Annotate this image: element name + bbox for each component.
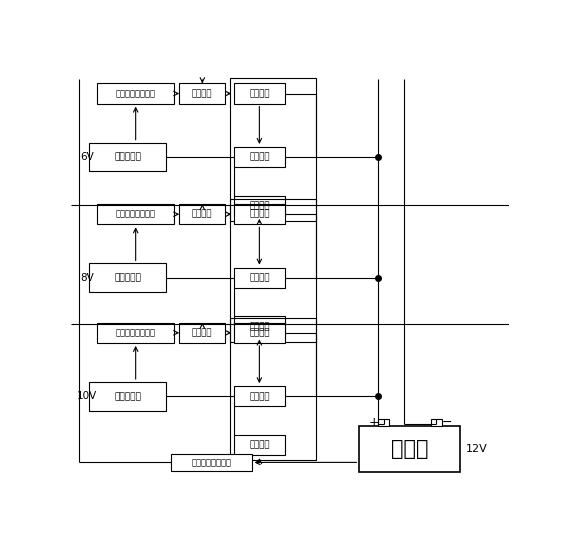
Text: −: − [441, 416, 452, 429]
Bar [97, 204, 174, 224]
Text: 第二蔽电池: 第二蔽电池 [114, 273, 141, 282]
Text: 微控制器: 微控制器 [192, 89, 213, 98]
Text: 驱动模块: 驱动模块 [249, 210, 269, 219]
Text: 6V: 6V [80, 152, 95, 162]
Text: +: + [368, 416, 379, 429]
Text: 12V: 12V [465, 444, 487, 454]
Bar [97, 84, 174, 104]
Bar [234, 316, 285, 337]
Text: 驱动模块: 驱动模块 [249, 328, 269, 337]
Text: 大电池: 大电池 [391, 439, 428, 459]
Text: 降压电路: 降压电路 [249, 441, 269, 449]
Bar [234, 435, 285, 455]
Bar [234, 204, 285, 224]
Bar [89, 142, 166, 172]
Bar [230, 317, 316, 460]
Bar [234, 147, 285, 167]
Text: 第一电压检测模块: 第一电压检测模块 [115, 328, 156, 337]
Text: 第一蔽电池: 第一蔽电池 [114, 152, 141, 162]
Text: 第一电压检测模块: 第一电压检测模块 [115, 210, 156, 219]
Bar [234, 386, 285, 406]
Text: 升压电路: 升压电路 [249, 152, 269, 162]
Text: 驱动模块: 驱动模块 [249, 89, 269, 98]
Bar [230, 199, 316, 342]
Text: 8V: 8V [80, 273, 95, 283]
Bar [359, 426, 460, 472]
Text: 微控制器: 微控制器 [192, 210, 213, 219]
Text: 10V: 10V [78, 392, 97, 402]
Bar [234, 196, 285, 216]
Bar [234, 84, 285, 104]
Bar [179, 84, 225, 104]
Text: 升压电路: 升压电路 [249, 392, 269, 401]
Bar [179, 204, 225, 224]
Bar [179, 323, 225, 343]
Text: 降压电路: 降压电路 [249, 322, 269, 331]
Text: 升压电路: 升压电路 [249, 273, 269, 282]
Bar [170, 454, 252, 471]
Bar [378, 419, 389, 426]
Text: 微控制器: 微控制器 [192, 328, 213, 337]
Text: 第二电压检测模块: 第二电压检测模块 [191, 458, 231, 467]
Text: 第一蔽电池: 第一蔽电池 [114, 392, 141, 401]
Bar [230, 78, 316, 221]
Bar [89, 382, 166, 411]
Text: 第一电压检测模块: 第一电压检测模块 [115, 89, 156, 98]
Bar [97, 323, 174, 343]
Bar [234, 323, 285, 343]
Bar [431, 419, 441, 426]
Text: 降压电路: 降压电路 [249, 201, 269, 210]
Bar [234, 268, 285, 288]
Bar [89, 263, 166, 292]
